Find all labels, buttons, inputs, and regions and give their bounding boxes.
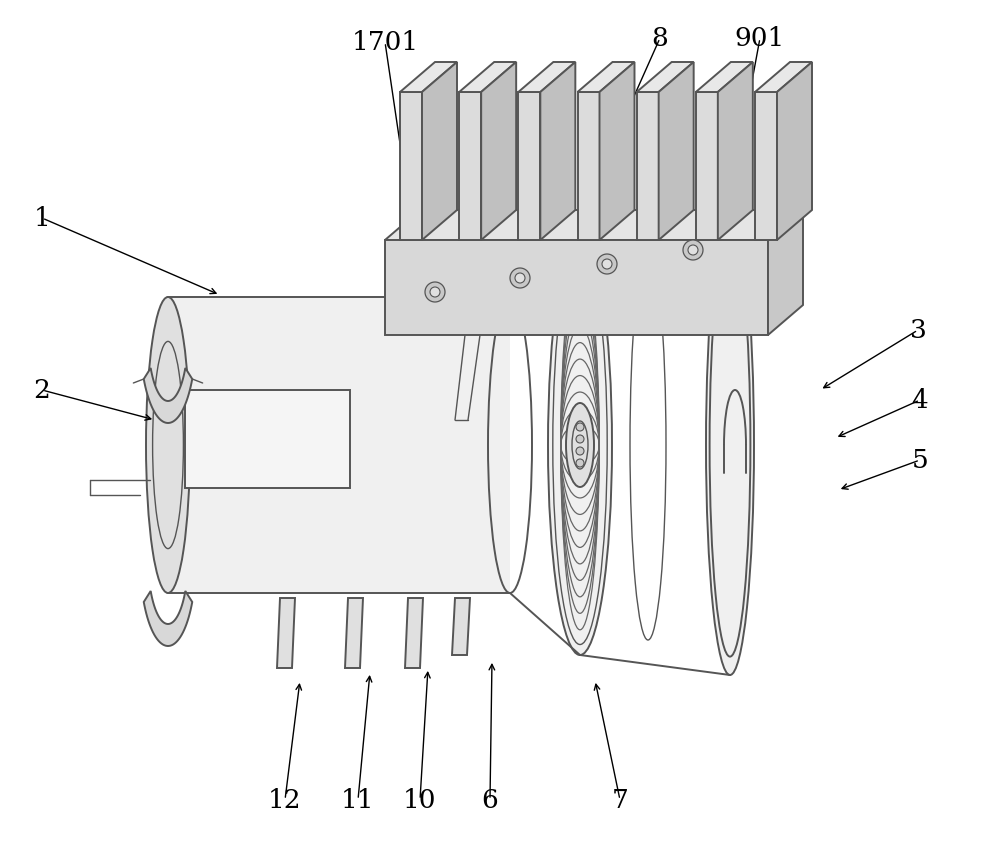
Ellipse shape xyxy=(706,215,754,675)
Polygon shape xyxy=(540,62,575,240)
Polygon shape xyxy=(696,62,753,92)
Text: 4: 4 xyxy=(912,388,928,413)
Ellipse shape xyxy=(146,297,190,593)
Ellipse shape xyxy=(430,287,440,297)
Polygon shape xyxy=(600,62,635,240)
Ellipse shape xyxy=(425,282,445,302)
Polygon shape xyxy=(277,598,295,668)
Text: 3: 3 xyxy=(910,317,926,342)
Ellipse shape xyxy=(576,423,584,431)
Ellipse shape xyxy=(576,459,584,467)
Ellipse shape xyxy=(576,435,584,443)
Polygon shape xyxy=(345,598,363,668)
Polygon shape xyxy=(768,210,803,335)
Polygon shape xyxy=(144,591,192,646)
Text: 5: 5 xyxy=(912,447,928,472)
Polygon shape xyxy=(400,92,422,240)
Ellipse shape xyxy=(515,273,525,283)
Polygon shape xyxy=(755,92,777,240)
Polygon shape xyxy=(777,62,812,240)
Polygon shape xyxy=(578,62,635,92)
Text: 12: 12 xyxy=(268,788,302,813)
Text: 6: 6 xyxy=(482,788,498,813)
Polygon shape xyxy=(518,92,540,240)
Text: 901: 901 xyxy=(735,26,785,51)
Polygon shape xyxy=(637,62,694,92)
Ellipse shape xyxy=(602,259,612,269)
Text: 1: 1 xyxy=(34,206,50,230)
Polygon shape xyxy=(718,62,753,240)
Ellipse shape xyxy=(510,268,530,288)
Ellipse shape xyxy=(576,447,584,455)
Text: 8: 8 xyxy=(652,26,668,51)
Polygon shape xyxy=(459,92,481,240)
Text: 1701: 1701 xyxy=(351,29,419,54)
Polygon shape xyxy=(400,62,457,92)
Polygon shape xyxy=(696,92,718,240)
Text: 11: 11 xyxy=(341,788,375,813)
Ellipse shape xyxy=(683,240,703,260)
Text: 2: 2 xyxy=(34,378,50,402)
Polygon shape xyxy=(755,62,812,92)
Polygon shape xyxy=(405,598,423,668)
Polygon shape xyxy=(659,62,694,240)
Polygon shape xyxy=(385,210,803,240)
Text: 10: 10 xyxy=(403,788,437,813)
Ellipse shape xyxy=(688,245,698,255)
Polygon shape xyxy=(459,62,516,92)
Polygon shape xyxy=(385,240,768,335)
Ellipse shape xyxy=(548,235,612,655)
Polygon shape xyxy=(578,92,600,240)
Polygon shape xyxy=(481,62,516,240)
Ellipse shape xyxy=(597,254,617,274)
Polygon shape xyxy=(637,92,659,240)
Polygon shape xyxy=(185,390,350,488)
Polygon shape xyxy=(452,598,470,655)
Ellipse shape xyxy=(566,403,594,487)
Polygon shape xyxy=(168,297,510,593)
Polygon shape xyxy=(518,62,575,92)
Text: 7: 7 xyxy=(612,788,628,813)
Polygon shape xyxy=(144,368,192,423)
Polygon shape xyxy=(422,62,457,240)
